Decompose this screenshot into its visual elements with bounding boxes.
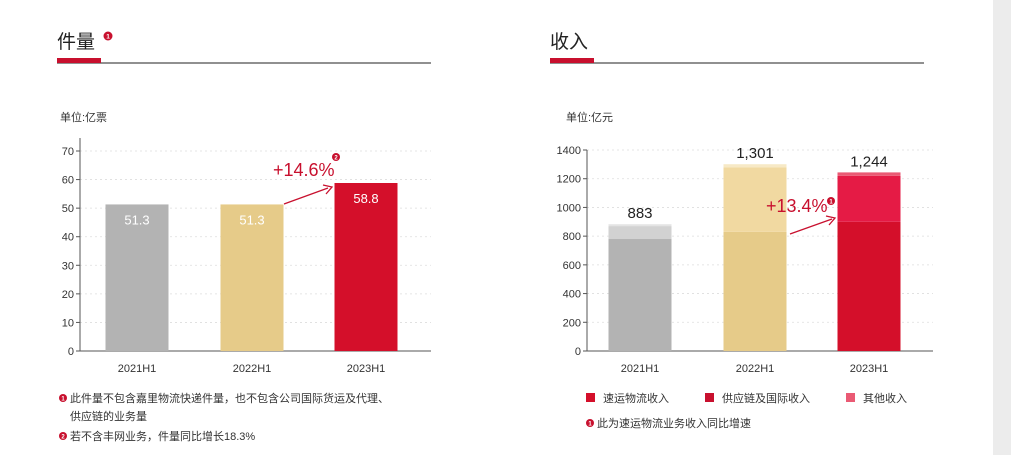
volume-footnote-1-line-1: 此件量不包含嘉里物流快递件量，也不包含公司国际货运及代理、 — [70, 391, 389, 405]
revenue-bar-2022H1-segment-1 — [723, 231, 787, 351]
revenue-bar-2022H1-segment-2 — [723, 167, 787, 232]
revenue-bar-2021H1-segment-3 — [608, 224, 672, 227]
volume-footnote-2-num: 2 — [61, 434, 65, 440]
volume-growth-label: +14.6% — [273, 160, 335, 180]
revenue-bar-2023H1-segment-1 — [837, 221, 901, 351]
revenue-growth-label: +13.4% — [766, 196, 828, 216]
volume-footnotes: 1 此件量不包含嘉里物流快递件量，也不包含公司国际货运及代理、 供应链的业务量 … — [59, 391, 389, 443]
volume-y-tick-label: 50 — [62, 203, 74, 215]
revenue-x-tick-label: 2022H1 — [736, 363, 775, 375]
revenue-growth-arrow-line — [789, 218, 833, 235]
revenue-title: 收入 — [550, 31, 588, 53]
volume-y-tick-label: 60 — [62, 175, 74, 187]
revenue-panel: 收入 单位:亿元 0 200 400 600 800 1000 1200 1400 883 1,… — [550, 31, 933, 430]
volume-growth-note-badge — [332, 153, 340, 161]
revenue-legend-swatch — [586, 393, 595, 402]
revenue-bar-2021H1-segment-1 — [608, 239, 672, 351]
revenue-growth-annotation: +13.4% 1 — [766, 196, 837, 235]
volume-bar-value-label: 51.3 — [239, 212, 264, 227]
revenue-bar-total-label: 1,244 — [850, 153, 888, 170]
revenue-bars: 883 1,301 1,244 — [608, 145, 901, 351]
volume-y-tick-label: 0 — [68, 346, 74, 358]
volume-y-tick-label: 40 — [62, 232, 74, 244]
revenue-y-tick-label: 600 — [563, 260, 581, 272]
volume-bar-value-label: 51.3 — [124, 212, 149, 227]
revenue-y-axis: 0 200 400 600 800 1000 1200 1400 — [557, 145, 587, 358]
volume-y-tick-label: 20 — [62, 289, 74, 301]
revenue-bar-2023H1-segment-3 — [837, 172, 901, 176]
revenue-x-tick-label: 2023H1 — [850, 363, 889, 375]
volume-unit-label: 单位:亿票 — [60, 110, 107, 124]
revenue-legend-label: 供应链及国际收入 — [722, 391, 810, 405]
revenue-y-tick-label: 200 — [563, 317, 581, 329]
revenue-growth-note-badge — [827, 197, 835, 205]
volume-footnote-2-badge — [59, 432, 67, 440]
volume-title-note-num: 1 — [106, 34, 110, 41]
revenue-y-tick-label: 0 — [575, 346, 581, 358]
revenue-bar-2023H1-segment-2 — [837, 175, 901, 222]
revenue-x-axis: 2021H1 2022H1 2023H1 — [621, 363, 889, 375]
volume-y-tick-label: 30 — [62, 260, 74, 272]
volume-bar-2023H1 — [334, 183, 398, 351]
revenue-bar-total-label: 883 — [627, 205, 652, 222]
volume-footnote-1-line-2: 供应链的业务量 — [70, 409, 147, 423]
revenue-unit-label: 单位:亿元 — [566, 110, 613, 124]
revenue-y-tick-label: 1400 — [557, 145, 581, 157]
volume-footnote-2-line-1: 若不含丰网业务，件量同比增长18.3% — [70, 429, 255, 443]
volume-growth-annotation: +14.6% 2 — [273, 153, 340, 205]
revenue-y-tick-label: 1000 — [557, 202, 581, 214]
volume-bar-2022H1 — [220, 204, 284, 351]
volume-y-tick-label: 70 — [62, 146, 74, 158]
revenue-y-tick-label: 1200 — [557, 174, 581, 186]
volume-y-tick-label: 10 — [62, 317, 74, 329]
volume-title-note-badge — [103, 31, 113, 41]
volume-footnote-1-badge — [59, 394, 67, 402]
volume-x-tick-label: 2022H1 — [233, 363, 272, 375]
revenue-bar-2021H1-segment-2 — [608, 226, 672, 240]
revenue-legend-label: 速运物流收入 — [603, 391, 669, 405]
revenue-bar-total-label: 1,301 — [736, 145, 774, 162]
volume-growth-note-num: 2 — [334, 155, 338, 161]
revenue-y-tick-label: 400 — [563, 289, 581, 301]
volume-growth-arrow-head — [322, 184, 334, 195]
volume-bar-2021H1 — [105, 204, 169, 351]
volume-x-tick-label: 2023H1 — [347, 363, 386, 375]
revenue-legend: 速运物流收入 供应链及国际收入 其他收入 — [586, 391, 907, 405]
volume-bars: 51.3 51.3 58.8 — [105, 183, 398, 351]
revenue-legend-swatch — [705, 393, 714, 402]
volume-bar-value-label: 58.8 — [353, 191, 378, 206]
volume-title: 件量 — [57, 31, 95, 53]
volume-y-axis: 0 10 20 30 40 50 60 70 — [62, 146, 80, 358]
revenue-y-tick-label: 800 — [563, 231, 581, 243]
revenue-footnotes: 1 此为速运物流业务收入同比增速 — [586, 416, 751, 430]
volume-title-accent — [57, 58, 101, 63]
revenue-growth-note-num: 1 — [829, 199, 833, 205]
right-margin-strip — [993, 0, 1011, 455]
volume-footnote-1-num: 1 — [61, 396, 65, 402]
volume-growth-arrow-line — [283, 187, 329, 205]
revenue-bar-2022H1-segment-3 — [723, 164, 787, 168]
revenue-growth-arrow-head — [825, 215, 837, 226]
revenue-footnote-1-num: 1 — [588, 421, 592, 427]
revenue-title-accent — [550, 58, 594, 63]
revenue-legend-swatch — [846, 393, 855, 402]
volume-x-axis: 2021H1 2022H1 2023H1 — [118, 363, 386, 375]
revenue-footnote-1-line-1: 此为速运物流业务收入同比增速 — [597, 416, 751, 430]
revenue-x-tick-label: 2021H1 — [621, 363, 660, 375]
volume-x-tick-label: 2021H1 — [118, 363, 157, 375]
revenue-footnote-1-badge — [586, 419, 594, 427]
revenue-legend-label: 其他收入 — [863, 391, 907, 405]
